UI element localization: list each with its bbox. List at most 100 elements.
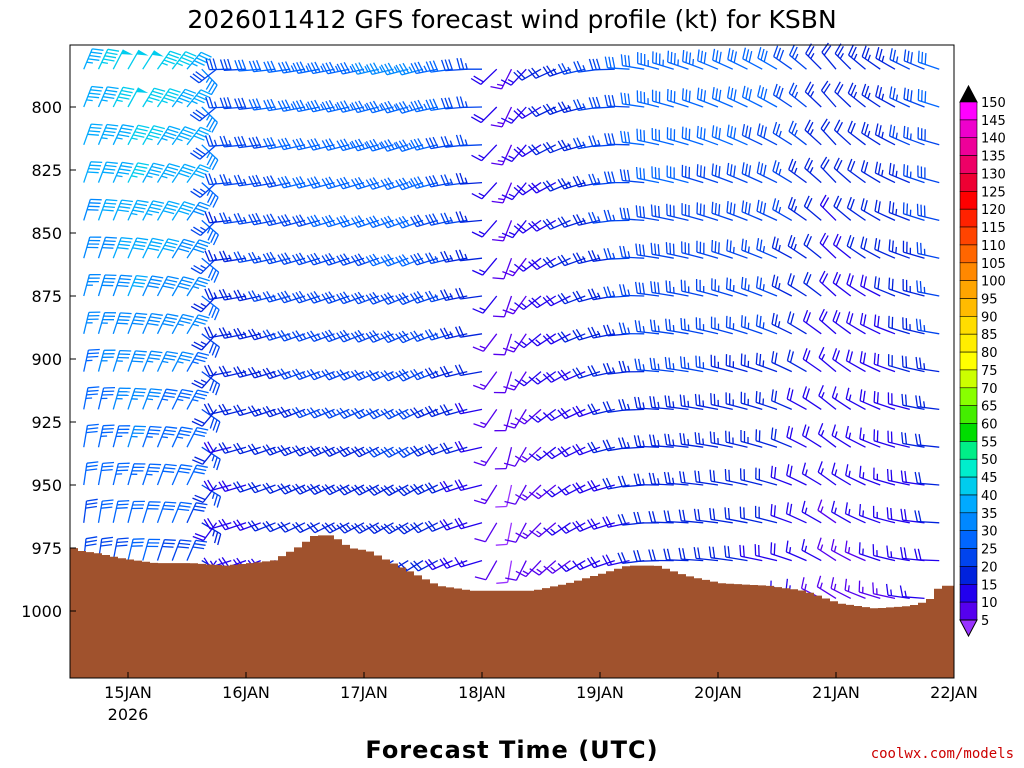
wind-barb: [587, 518, 615, 530]
wind-barb: [819, 194, 837, 221]
wind-barb: [708, 546, 733, 562]
wind-barb: [527, 67, 557, 79]
credit-link[interactable]: coolwx.com/models: [871, 746, 1014, 762]
wind-barb: [816, 575, 837, 599]
wind-barb: [801, 424, 822, 448]
wind-barb: [756, 123, 778, 146]
wind-barb: [786, 464, 807, 486]
wind-barb: [233, 442, 261, 455]
wind-barb: [219, 250, 247, 263]
wind-barb: [663, 510, 689, 524]
wind-barb: [542, 65, 571, 77]
wind-barb: [515, 560, 542, 578]
wind-barb: [395, 101, 424, 114]
wind-barb: [365, 330, 394, 343]
wind-barb: [872, 505, 896, 524]
x-tick-label: 18JAN: [458, 683, 506, 702]
wind-barb: [495, 522, 513, 546]
wind-barb: [603, 286, 630, 299]
wind-barb: [542, 218, 571, 230]
colorbar-label: 85: [981, 328, 998, 343]
wind-barb: [474, 560, 498, 581]
wind-barb: [218, 518, 247, 531]
x-tick-label: 19JAN: [576, 683, 624, 702]
wind-barb: [365, 291, 394, 305]
wind-barb: [725, 315, 748, 335]
wind-barb: [292, 176, 320, 189]
wind-barb: [218, 480, 247, 493]
wind-barb: [142, 275, 164, 297]
wind-barb: [83, 498, 98, 523]
wind-barb: [127, 274, 148, 297]
wind-barb: [770, 542, 792, 562]
wind-barb: [351, 138, 379, 152]
wind-barb: [439, 365, 468, 378]
wind-barb: [917, 165, 940, 184]
x-tick-label: 17JAN: [340, 683, 388, 702]
wind-barb: [201, 106, 218, 133]
wind-barb: [351, 100, 379, 114]
wind-barb: [802, 348, 822, 373]
wind-barb: [439, 557, 468, 569]
wind-barb: [572, 405, 601, 418]
wind-barb: [247, 443, 276, 456]
wind-barb: [740, 391, 763, 411]
wind-barb: [291, 445, 321, 457]
wind-barb: [679, 356, 704, 373]
wind-barb: [493, 371, 513, 394]
colorbar-top-arrow: [959, 84, 978, 103]
wind-barb: [710, 354, 733, 373]
wind-barb: [186, 464, 208, 486]
wind-barb: [557, 139, 586, 152]
wind-barb: [587, 288, 615, 301]
wind-barb: [845, 464, 866, 486]
wind-barb: [636, 90, 660, 108]
wind-barb: [292, 99, 320, 113]
wind-barb: [473, 484, 498, 505]
wind-barb: [112, 274, 133, 297]
wind-barb: [454, 517, 483, 530]
wind-barb: [831, 462, 852, 486]
wind-barb: [156, 350, 179, 372]
wind-barb: [603, 248, 630, 260]
wind-barb: [663, 471, 689, 486]
colorbar-swatch: [959, 583, 978, 603]
wind-barb: [557, 216, 586, 228]
wind-barb: [572, 137, 601, 150]
wind-barb: [277, 61, 306, 74]
wind-barb: [471, 219, 498, 238]
wind-barb: [885, 583, 910, 600]
wind-barb: [171, 426, 193, 448]
wind-barb: [901, 432, 925, 448]
wind-barb: [336, 214, 365, 228]
wind-barb: [455, 134, 483, 147]
colorbar-label: 125: [981, 185, 1006, 200]
wind-barb: [604, 94, 630, 108]
wind-barb: [233, 366, 261, 378]
wind-barb: [709, 469, 733, 486]
colorbar-label: 135: [981, 150, 1006, 165]
wind-barb: [635, 205, 660, 222]
wind-barb: [292, 61, 320, 74]
wind-barb: [189, 106, 217, 122]
wind-barb: [171, 351, 194, 372]
wind-barb: [439, 327, 468, 340]
wind-barb: [756, 238, 778, 259]
wind-barb: [785, 502, 807, 524]
wind-barb: [513, 106, 542, 119]
wind-barb: [801, 538, 822, 562]
wind-barb: [820, 156, 837, 184]
wind-barb: [190, 295, 217, 313]
wind-barb: [770, 427, 792, 448]
colorbar-swatch: [959, 244, 978, 264]
wind-barb: [97, 499, 114, 523]
wind-barb: [365, 177, 394, 190]
wind-barb: [914, 433, 940, 448]
wind-barb: [820, 118, 837, 146]
wind-barb: [380, 100, 409, 114]
colorbar-swatch: [959, 494, 978, 514]
colorbar-swatch: [959, 191, 978, 210]
wind-barb: [186, 239, 211, 259]
wind-barb: [831, 386, 852, 410]
wind-barb: [681, 126, 704, 146]
